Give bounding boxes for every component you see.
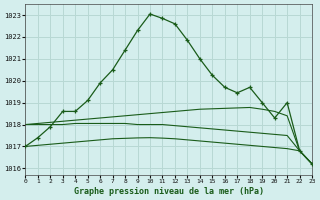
X-axis label: Graphe pression niveau de la mer (hPa): Graphe pression niveau de la mer (hPa): [74, 187, 264, 196]
